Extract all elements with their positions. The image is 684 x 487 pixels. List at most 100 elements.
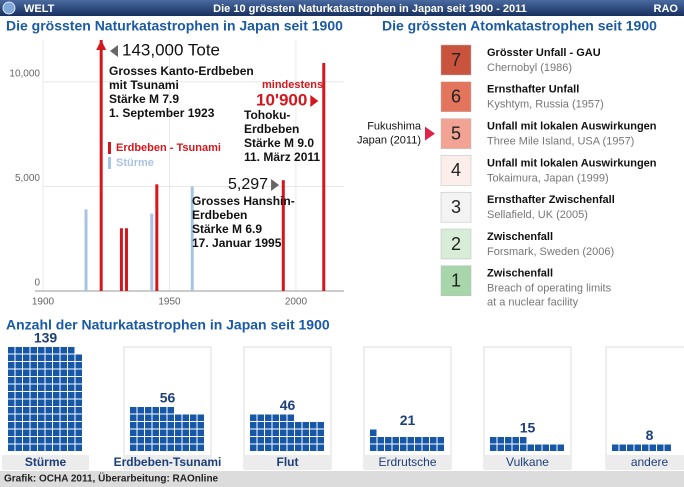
waffle-cell — [23, 444, 30, 451]
waffle-cell — [30, 422, 37, 429]
waffle-cell — [68, 422, 75, 429]
waffle-cell — [8, 384, 15, 391]
category-label: Stürme — [25, 455, 67, 469]
waffle-cell — [137, 407, 144, 414]
waffle-cell — [45, 414, 52, 421]
waffle-cell — [287, 429, 294, 436]
waffle-cell — [182, 444, 189, 451]
waffle-cell — [392, 437, 399, 444]
waffle-cell — [145, 422, 152, 429]
waffle-cell — [295, 429, 302, 436]
waffle-cell — [68, 377, 75, 384]
waffle-cell — [15, 354, 22, 361]
footer: Grafik: OCHA 2011, Überarbeitung: RAOnli… — [4, 472, 219, 485]
waffle-cell — [60, 392, 67, 399]
waffle-cell — [60, 407, 67, 414]
waffle-cell — [45, 354, 52, 361]
waffle-cell — [8, 362, 15, 369]
level-title: Grösster Unfall - GAU — [487, 47, 601, 59]
annotation: Grosses Hanshin- — [192, 194, 295, 208]
annotation: 1. September 1923 — [109, 106, 215, 120]
waffle-cell — [295, 444, 302, 451]
waffle-cell — [45, 429, 52, 436]
level-title: Zwischenfall — [487, 268, 553, 280]
marker-label: Fukushima — [367, 121, 422, 133]
waffle-cell — [175, 437, 182, 444]
waffle-cell — [15, 429, 22, 436]
waffle-cell — [75, 444, 82, 451]
waffle-cell — [68, 347, 75, 354]
waffle-cell — [8, 444, 15, 451]
waffle-cell — [197, 429, 204, 436]
waffle-cell — [370, 444, 377, 451]
chart-title: Anzahl der Naturkatastrophen in Japan se… — [6, 317, 330, 333]
waffle-cell — [68, 429, 75, 436]
waffle-cell — [53, 407, 60, 414]
waffle-cell — [130, 407, 137, 414]
waffle-cell — [167, 429, 174, 436]
waffle-cell — [265, 414, 272, 421]
waffle-cell — [310, 444, 317, 451]
level-number: 1 — [451, 271, 461, 291]
waffle-cell — [30, 407, 37, 414]
waffle-cell — [8, 437, 15, 444]
waffle-cell — [167, 437, 174, 444]
waffle-cell — [137, 437, 144, 444]
waffle-cell — [30, 377, 37, 384]
waffle-cell — [437, 437, 444, 444]
waffle-cell — [257, 414, 264, 421]
waffle-cell — [38, 362, 45, 369]
footer-bar — [0, 471, 684, 487]
waffle-cell — [15, 392, 22, 399]
waffle-cell — [167, 444, 174, 451]
waffle-cell — [182, 429, 189, 436]
waffle-cell — [38, 422, 45, 429]
waffle-cell — [68, 437, 75, 444]
waffle-cell — [415, 444, 422, 451]
waffle-cell — [385, 437, 392, 444]
waffle — [250, 414, 324, 451]
waffle-cell — [15, 437, 22, 444]
annotation: 11. März 2011 — [244, 150, 320, 164]
waffle-cell — [250, 414, 257, 421]
waffle-cell — [23, 354, 30, 361]
label-box — [484, 455, 571, 470]
waffle-cell — [60, 377, 67, 384]
waffle-cell — [145, 414, 152, 421]
waffle-cell — [45, 369, 52, 376]
waffle-cell — [60, 347, 67, 354]
waffle-cell — [385, 444, 392, 451]
waffle-cell — [197, 422, 204, 429]
waffle-cell — [75, 422, 82, 429]
waffle-cell — [53, 384, 60, 391]
waffle-cell — [8, 354, 15, 361]
waffle-cell — [53, 377, 60, 384]
level-box — [440, 228, 472, 260]
waffle-cell — [15, 369, 22, 376]
level-number: 6 — [451, 87, 461, 107]
level-number: 5 — [451, 123, 461, 143]
waffle-cell — [310, 437, 317, 444]
waffle-cell — [197, 444, 204, 451]
waffle-cell — [68, 399, 75, 406]
waffle-cell — [272, 444, 279, 451]
waffle-cell — [30, 369, 37, 376]
waffle-cell — [38, 347, 45, 354]
waffle-cell — [38, 429, 45, 436]
category-label: Erdrutsche — [378, 455, 436, 469]
waffle-cell — [310, 422, 317, 429]
label-box — [606, 455, 684, 470]
waffle — [612, 444, 671, 451]
page-title: Die 10 grössten Naturkatastrophen in Jap… — [213, 3, 527, 15]
waffle-cell — [664, 444, 671, 451]
waffle-cell — [60, 384, 67, 391]
waffle-cell — [53, 399, 60, 406]
waffle-cell — [23, 377, 30, 384]
waffle-cell — [8, 414, 15, 421]
waffle-cell — [437, 444, 444, 451]
waffle-cell — [250, 429, 257, 436]
waffle-cell — [38, 444, 45, 451]
waffle-cell — [75, 429, 82, 436]
waffle-cell — [160, 407, 167, 414]
waffle-cell — [422, 437, 429, 444]
